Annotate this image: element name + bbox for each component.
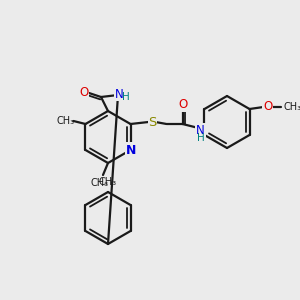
Text: O: O — [80, 85, 88, 98]
Text: CH₃: CH₃ — [91, 178, 109, 188]
Text: CH₃: CH₃ — [56, 116, 74, 126]
Text: O: O — [263, 100, 272, 113]
Text: S: S — [148, 116, 157, 128]
Text: H: H — [122, 92, 130, 102]
Text: H: H — [196, 133, 204, 143]
Text: N: N — [196, 124, 205, 136]
Text: N: N — [126, 143, 137, 157]
Text: N: N — [115, 88, 123, 100]
Text: CH₃: CH₃ — [99, 177, 117, 187]
Text: O: O — [178, 98, 187, 112]
Text: CH₃: CH₃ — [284, 102, 300, 112]
